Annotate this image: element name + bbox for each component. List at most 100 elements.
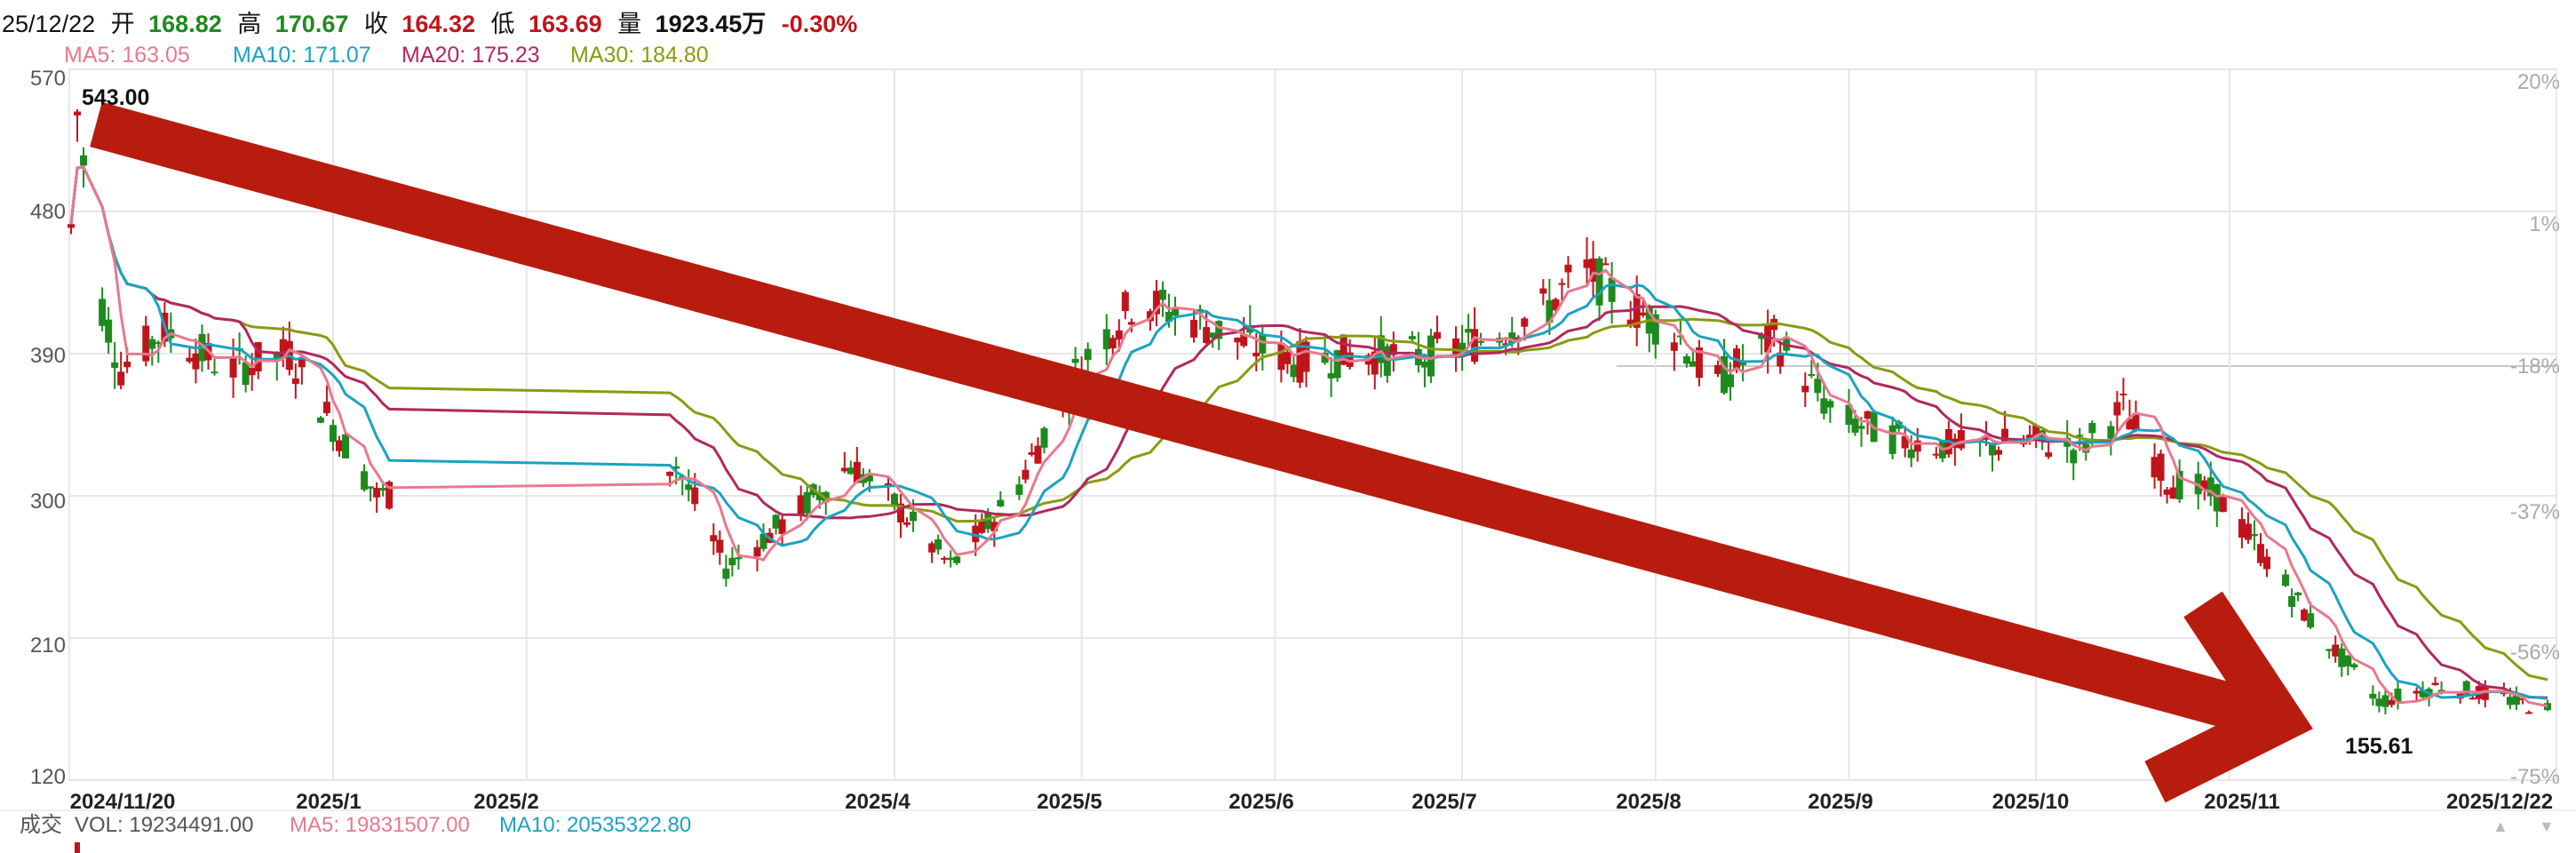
candle: [772, 514, 780, 535]
candle-body: [341, 434, 349, 458]
candle-body: [1651, 314, 1659, 345]
candle-body: [2437, 690, 2445, 692]
candle-body: [990, 522, 998, 532]
candle-body: [1957, 430, 1965, 449]
candle-body: [2163, 489, 2171, 495]
candle: [928, 541, 936, 563]
candle-body: [155, 342, 163, 345]
low-marker: 155.61: [2345, 734, 2413, 759]
candle: [186, 347, 194, 364]
candle: [2070, 448, 2078, 481]
scroll-up-icon[interactable]: ▲: [2493, 817, 2508, 835]
candle: [148, 335, 156, 366]
candle: [1932, 447, 1940, 459]
candle: [1808, 360, 1816, 379]
candle-body: [2119, 394, 2127, 396]
candle: [1713, 360, 1721, 378]
candle-body: [815, 492, 823, 500]
candle: [1608, 261, 1616, 324]
candle: [2132, 400, 2140, 433]
candle-body: [928, 543, 936, 553]
candle: [1259, 325, 1267, 371]
candle-body: [1826, 401, 1834, 408]
ma30-legend: MA30: 184.80: [570, 43, 709, 68]
candle: [2107, 420, 2115, 456]
candle: [322, 385, 330, 417]
candle-body: [1695, 347, 1703, 379]
candle-body: [1165, 311, 1173, 323]
right-tick-20: 20%: [2517, 70, 2560, 94]
candle: [117, 351, 125, 390]
candle: [759, 523, 767, 552]
candle-body: [1539, 288, 1547, 294]
candle: [735, 544, 743, 570]
candle: [2338, 642, 2346, 677]
ma-legend: MA5: 163.05 MA10: 171.07 MA20: 175.23 MA…: [64, 43, 709, 68]
candle-body: [1084, 348, 1092, 361]
ma5-legend: MA5: 163.05: [64, 43, 190, 68]
candle: [2163, 487, 2171, 504]
candle-body: [1290, 364, 1298, 378]
candle-body: [1820, 398, 1828, 414]
candle: [2301, 608, 2309, 622]
candle: [978, 513, 986, 535]
candle-body: [1758, 334, 1766, 339]
candle: [903, 517, 911, 528]
candle: [367, 486, 375, 502]
left-tick-210: 210: [30, 634, 66, 658]
candle-body: [953, 556, 961, 563]
candle-body: [1932, 453, 1940, 456]
right-tick-minus37: -37%: [2510, 500, 2560, 524]
ma20-legend: MA20: 175.23: [402, 43, 540, 68]
candle: [1433, 315, 1441, 344]
candle-body: [672, 466, 680, 469]
candle: [1758, 331, 1766, 355]
candle-body: [1203, 327, 1211, 343]
candle-body: [1777, 352, 1785, 367]
candle-body: [2518, 698, 2526, 700]
candle: [2344, 655, 2352, 676]
candle-body: [1608, 277, 1616, 302]
candle-body: [111, 362, 119, 369]
scroll-down-icon[interactable]: ▼: [2539, 817, 2555, 835]
candle: [1633, 275, 1641, 347]
candle: [716, 530, 724, 565]
candle: [1333, 349, 1341, 382]
candle-body: [984, 512, 992, 530]
candle-body: [2238, 519, 2246, 538]
candle: [853, 447, 861, 484]
candle: [341, 431, 349, 458]
candle-body: [1564, 264, 1572, 273]
candle: [1695, 339, 1703, 387]
candle-body: [1864, 411, 1872, 419]
candle-body: [2151, 457, 2159, 478]
candle: [2175, 459, 2183, 503]
candle-body: [2082, 444, 2090, 453]
candle: [1109, 335, 1117, 356]
candle-body: [1589, 258, 1597, 282]
candle: [941, 555, 949, 564]
candle: [2288, 588, 2296, 618]
candle: [2119, 378, 2127, 411]
candle-body: [1907, 449, 1915, 458]
candle-body: [2456, 692, 2464, 699]
candle: [2326, 649, 2334, 659]
candle-body: [865, 473, 873, 482]
candle-body: [148, 339, 156, 349]
candle: [1801, 372, 1809, 407]
candle: [386, 480, 394, 510]
candle-body: [74, 111, 82, 116]
candle-body: [1682, 356, 1690, 364]
candle: [2512, 686, 2520, 710]
candle: [1427, 328, 1435, 384]
candle-body: [1296, 340, 1304, 383]
candle: [1015, 475, 1023, 500]
candle: [291, 363, 299, 399]
candle-body: [2431, 682, 2439, 685]
candle-body: [2388, 700, 2396, 706]
candle: [1152, 280, 1160, 327]
candle-body: [2282, 574, 2290, 586]
candle: [1284, 349, 1292, 374]
candle-body: [367, 486, 375, 489]
